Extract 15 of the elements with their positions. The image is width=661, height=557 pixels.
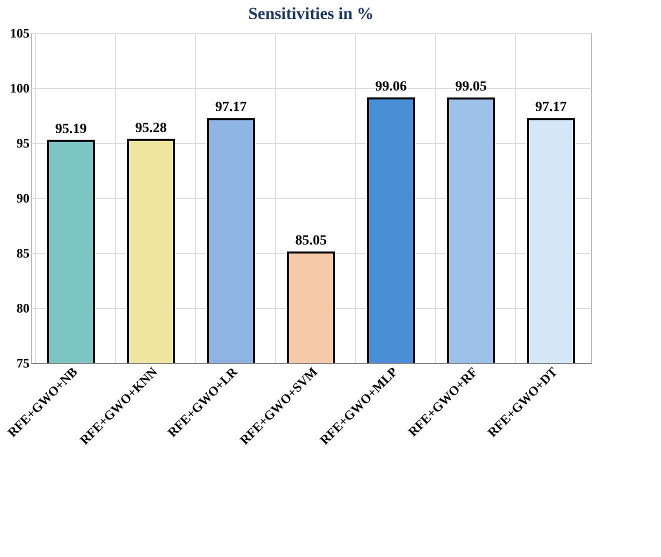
y-tick-label: 95 [16,136,30,150]
data-label: 99.06 [375,79,407,94]
chart-title: Sensitivities in % [248,4,374,23]
data-label: 97.17 [535,100,567,116]
y-tick-label: 105 [10,26,30,40]
y-tick-label: 85 [16,246,30,260]
y-tick-label: 80 [16,300,30,316]
y-tick-label: 75 [16,356,30,370]
data-label: 85.05 [295,233,327,248]
y-tick-label: 100 [10,80,30,96]
data-label: 95.19 [55,122,87,137]
y-tick-label: 90 [16,190,30,206]
data-label: 95.28 [135,120,167,136]
data-label: 97.17 [215,100,247,116]
data-label: 99.05 [455,79,487,94]
